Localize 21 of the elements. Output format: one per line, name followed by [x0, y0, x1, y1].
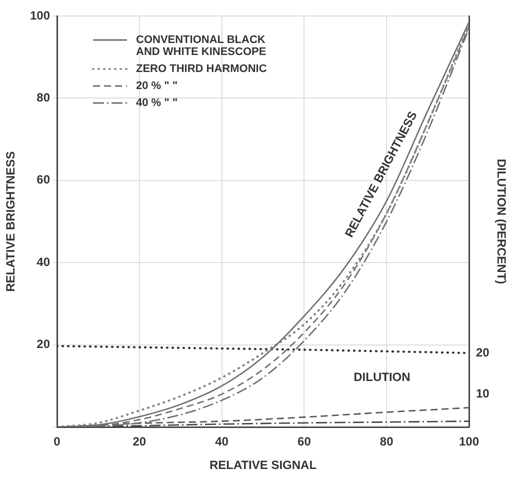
x-tick-label: 80 [380, 434, 394, 449]
annotation: DILUTION [354, 370, 410, 384]
y2-axis-title: DILUTION (PERCENT) [494, 158, 508, 284]
y-tick-label: 80 [36, 90, 50, 105]
x-tick-label: 60 [298, 434, 312, 449]
legend-label: 40 % " " [136, 97, 178, 109]
y2-tick-label: 20 [476, 345, 490, 360]
x-tick-label: 0 [54, 434, 61, 449]
y-axis-title: RELATIVE BRIGHTNESS [4, 151, 18, 292]
x-tick-label: 100 [458, 434, 480, 449]
legend-label: CONVENTIONAL BLACK AND WHITE KINESCOPE [136, 34, 268, 58]
y-tick-label: 100 [30, 8, 50, 22]
x-tick-label: 40 [215, 434, 229, 449]
x-tick-label: 20 [132, 434, 146, 449]
y2-tick-label: 10 [476, 386, 490, 400]
x-axis-title: RELATIVE SIGNAL [209, 458, 317, 472]
y-tick-label: 60 [36, 172, 50, 187]
legend-label: 20 % " " [136, 80, 178, 92]
y-tick-label: 40 [36, 254, 50, 269]
y-tick-label: 20 [36, 337, 50, 352]
legend-label: ZERO THIRD HARMONIC [136, 63, 267, 75]
